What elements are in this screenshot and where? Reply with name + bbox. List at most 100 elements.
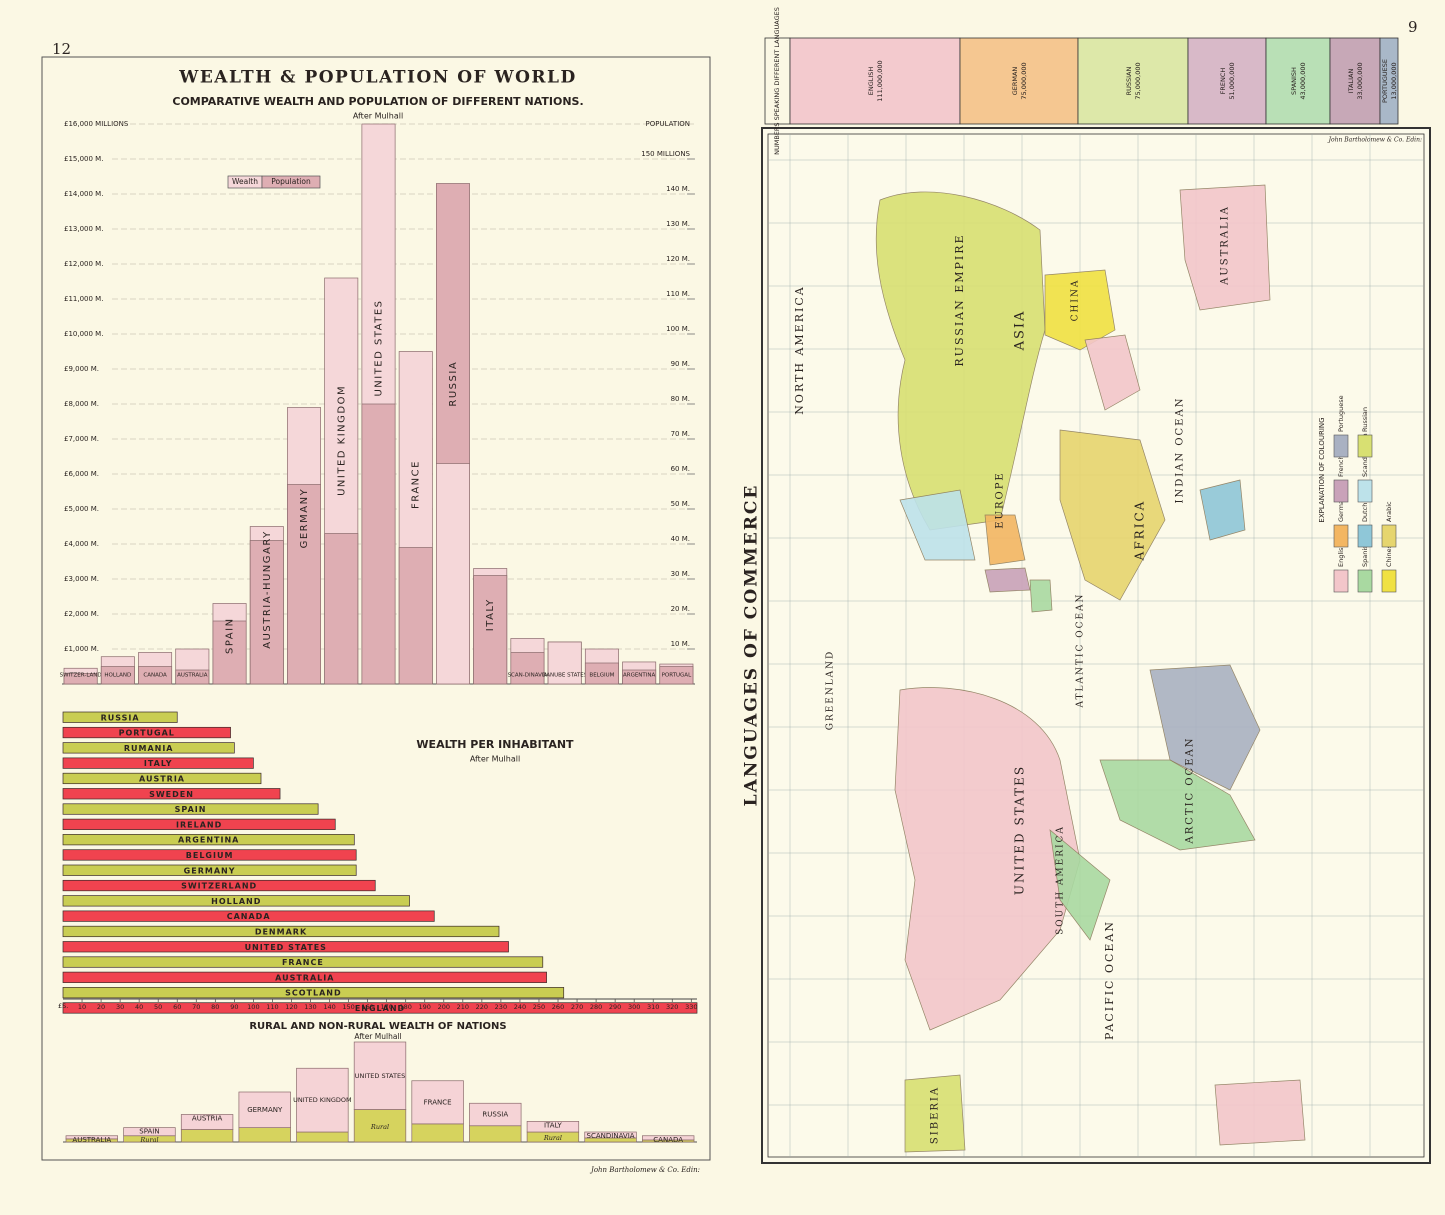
- legend-label: Spanish: [1361, 541, 1369, 567]
- category-label: AUSTRIA: [139, 774, 185, 783]
- legend-swatch: [1333, 479, 1349, 503]
- language-name: FRENCH: [1219, 68, 1227, 95]
- legend-label: Chinese: [1385, 541, 1393, 567]
- left-frame: [41, 56, 711, 1161]
- map-label: CHINA: [1071, 279, 1081, 322]
- legend-label: English: [1337, 544, 1345, 567]
- language-number: 75,000,000: [1134, 62, 1142, 99]
- territory: [1199, 479, 1246, 541]
- category-label: FRANCE: [424, 1098, 452, 1106]
- y2-tick-label: 50 M.: [671, 500, 690, 508]
- category-label: DANUBE STATES: [542, 673, 588, 679]
- x-tick-label: 270: [571, 1003, 583, 1011]
- x-tick-label: 230: [495, 1003, 507, 1011]
- category-label: BELGIUM: [186, 851, 234, 860]
- chart-title: RURAL AND NON-RURAL WEALTH OF NATIONS: [249, 1021, 506, 1032]
- bar: [62, 742, 235, 754]
- territory: [984, 514, 1026, 566]
- x-tick-label: 20: [97, 1003, 105, 1011]
- x-tick-label: 330: [685, 1003, 697, 1011]
- bar: [62, 910, 435, 922]
- map-label: ARCTIC OCEAN: [1185, 737, 1196, 845]
- bar: [62, 711, 178, 723]
- bar: [62, 1002, 698, 1014]
- territory: [1059, 429, 1166, 601]
- bar: [62, 987, 565, 999]
- territory: [1029, 579, 1053, 613]
- x-tick-label: 100: [247, 1003, 259, 1011]
- x-tick-label: 170: [380, 1003, 392, 1011]
- category-label: SCANDINAVIA: [587, 1132, 635, 1140]
- bar: [62, 788, 281, 800]
- y2-tick-label: 30 M.: [671, 570, 690, 578]
- y2-tick-label: 110 M.: [666, 290, 690, 298]
- category-label: PORTUGAL: [119, 729, 175, 738]
- territory: [899, 489, 976, 561]
- legend-label: Population: [271, 177, 311, 186]
- category-label: UNITED STATES: [245, 943, 327, 952]
- x-tick-label: 280: [590, 1003, 602, 1011]
- y2-tick-label: 90 M.: [671, 360, 690, 368]
- y-tick-label: £9,000 M.: [64, 365, 99, 373]
- credit: John Bartholomew & Co. Edin:: [589, 1166, 700, 1174]
- population-bar: [361, 403, 396, 685]
- non-rural-segment: [469, 1102, 522, 1127]
- legend-swatch: [1357, 479, 1373, 503]
- category-label: SCOTLAND: [285, 989, 342, 998]
- y-tick-label: £14,000 M.: [64, 190, 103, 198]
- chart-note: After Mulhall: [353, 112, 403, 121]
- category-label: RUMANIA: [124, 744, 174, 753]
- language-name: RUSSIAN: [1125, 66, 1133, 95]
- category-label: AUSTRALIA: [275, 973, 334, 982]
- map-label: PACIFIC OCEAN: [1103, 920, 1116, 1040]
- population-bar: [138, 666, 173, 685]
- x-tick-label: 300: [628, 1003, 640, 1011]
- y-tick-label: £15,000 M.: [64, 155, 103, 163]
- population-bar: [175, 669, 210, 685]
- y2-tick-label: 40 M.: [671, 535, 690, 543]
- population-bar: [100, 666, 135, 685]
- language-name: SPANISH: [1290, 67, 1298, 95]
- rural-segment: [180, 1129, 234, 1143]
- chart-title: WEALTH & POPULATION OF WORLD: [178, 68, 577, 88]
- rural-label: Rural: [139, 1136, 158, 1144]
- bar: [62, 971, 547, 983]
- category-label: SPAIN: [225, 617, 236, 654]
- category-label: ITALY: [144, 759, 173, 768]
- x-tick-label: 130: [304, 1003, 316, 1011]
- language-segment: [959, 37, 1079, 125]
- category-label: HOLLAND: [211, 897, 261, 906]
- y-tick-label: £3,000 M.: [64, 575, 99, 583]
- language-name: ITALIAN: [1347, 69, 1355, 94]
- x-tick-label: 150: [342, 1003, 354, 1011]
- language-segment: [1379, 37, 1399, 125]
- language-segment: [789, 37, 961, 125]
- bar: [62, 925, 500, 938]
- non-rural-segment: [642, 1135, 695, 1141]
- language-segment: [1077, 37, 1189, 125]
- y2-tick-label: 20 M.: [671, 605, 690, 613]
- x-tick-label: 10: [78, 1003, 86, 1011]
- rural-segment: [296, 1131, 349, 1143]
- category-label: FRANCE: [411, 460, 422, 509]
- language-name: ENGLISH: [867, 67, 875, 96]
- category-label: IRELAND: [176, 820, 222, 829]
- non-rural-segment: [65, 1135, 118, 1140]
- credit: John Bartholomew & Co. Edin:: [1327, 137, 1422, 144]
- legend-label: German: [1337, 496, 1345, 522]
- chart-note: After Mulhall: [470, 755, 520, 764]
- bar: [62, 895, 410, 907]
- x-axis-label: £S.: [58, 1002, 68, 1010]
- x-tick-label: 80: [211, 1003, 219, 1011]
- y2-tick-label: 150 MILLIONS: [641, 150, 690, 158]
- category-label: UNITED STATES: [355, 1072, 405, 1080]
- category-label: AUSTRALIA: [177, 673, 208, 679]
- legend-swatch: [1381, 524, 1397, 548]
- map-label: SOUTH AMERICA: [1056, 825, 1066, 935]
- category-label: ARGENTINA: [623, 673, 656, 679]
- category-label: CANADA: [143, 673, 167, 679]
- category-label: RUSSIA: [482, 1111, 508, 1119]
- legend-swatch: [1381, 569, 1397, 593]
- category-label: SWEDEN: [149, 790, 194, 799]
